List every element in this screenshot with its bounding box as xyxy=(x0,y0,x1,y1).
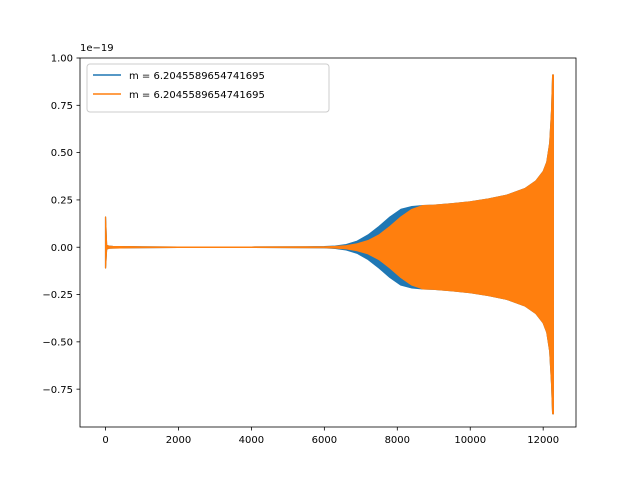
y-tick-label: −0.75 xyxy=(42,385,73,396)
x-axis: 0 2000 4000 6000 8000 10000 12000 xyxy=(102,427,559,446)
axes-frame xyxy=(79,57,577,428)
y-axis: −0.75 −0.50 −0.25 0.00 0.25 0.50 0.75 1.00 xyxy=(42,54,80,396)
x-tick-label: 8000 xyxy=(385,435,410,446)
x-tick-label: 12000 xyxy=(527,435,559,446)
y-tick-label: −0.25 xyxy=(42,290,73,301)
x-tick-label: 4000 xyxy=(239,435,264,446)
legend-label: m = 6.2045589654741695 xyxy=(129,71,265,82)
y-tick-label: −0.50 xyxy=(42,337,73,348)
y-tick-label: 1.00 xyxy=(51,54,73,65)
y-tick-label: 0.00 xyxy=(51,243,73,254)
y-tick-label: 0.25 xyxy=(51,196,73,207)
x-tick-label: 2000 xyxy=(166,435,191,446)
x-tick-label: 10000 xyxy=(454,435,486,446)
plot-area xyxy=(104,74,554,415)
series-2-envelope xyxy=(104,74,554,415)
x-tick-label: 6000 xyxy=(312,435,337,446)
y-tick-label: 0.75 xyxy=(51,101,73,112)
legend-entries: m = 6.2045589654741695 m = 6.204558965474… xyxy=(93,71,265,101)
y-offset-label: 1e−19 xyxy=(80,43,114,54)
legend-box xyxy=(86,63,330,113)
y-tick-label: 0.50 xyxy=(51,148,73,159)
legend-label: m = 6.2045589654741695 xyxy=(129,90,265,101)
legend: m = 6.2045589654741695 m = 6.204558965474… xyxy=(86,63,330,113)
x-tick-label: 0 xyxy=(102,435,108,446)
